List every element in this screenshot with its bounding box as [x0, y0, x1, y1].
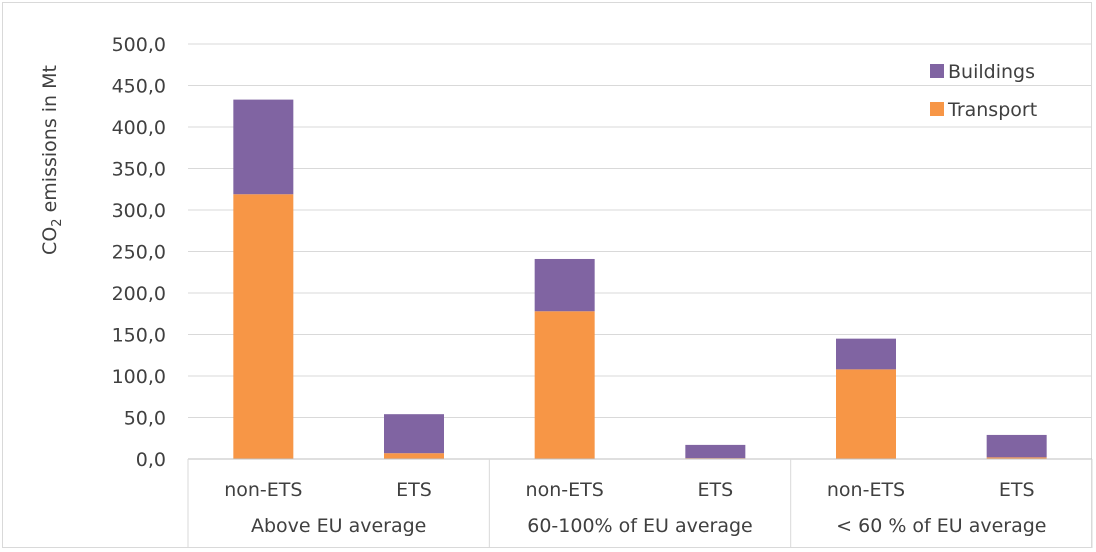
y-axis-label-main: CO	[39, 227, 61, 255]
gridlines	[188, 43, 1092, 418]
y-tick-label: 0,0	[136, 449, 166, 471]
bar-transport	[986, 457, 1047, 459]
y-tick-label: 500,0	[112, 34, 166, 56]
y-tick-label: 150,0	[112, 325, 166, 347]
bar-transport	[534, 311, 595, 459]
bar-buildings	[534, 258, 595, 312]
x-group-label: 60-100% of EU average	[527, 515, 752, 537]
axes	[187, 458, 1093, 548]
x-category-label: non-ETS	[827, 479, 905, 501]
bar-transport	[233, 194, 294, 460]
y-axis-label-subscript: 2	[50, 218, 65, 226]
y-tick-label: 200,0	[112, 283, 166, 305]
x-category-label: ETS	[999, 479, 1035, 501]
y-tick-label: 250,0	[112, 242, 166, 264]
x-group-label: Above EU average	[251, 515, 426, 537]
legend-label: Transport	[947, 99, 1037, 121]
legend-label: Buildings	[948, 61, 1035, 83]
y-tick-labels: 0,0 50,0 100,0 150,0 200,0 250,0 300,0 350,0 400…	[112, 34, 166, 471]
y-tick-label: 450,0	[112, 76, 166, 98]
legend-swatch	[930, 64, 944, 78]
bar-transport	[384, 453, 444, 459]
y-tick-label: 300,0	[112, 200, 166, 222]
x-group-label: < 60 % of EU average	[836, 515, 1046, 537]
bar-buildings	[384, 414, 444, 454]
x-tick-labels: non-ETS ETS non-ETS ETS non-ETS ETS Above EU a…	[224, 479, 1046, 537]
x-category-label: non-ETS	[224, 479, 302, 501]
y-tick-label: 100,0	[112, 366, 166, 388]
bar-buildings	[986, 434, 1047, 458]
bar-buildings	[685, 444, 746, 459]
x-category-label: ETS	[396, 479, 432, 501]
y-tick-label: 400,0	[112, 117, 166, 139]
x-category-label: non-ETS	[526, 479, 604, 501]
bar-transport	[836, 369, 896, 459]
x-category-label: ETS	[697, 479, 733, 501]
y-tick-label: 50,0	[124, 408, 166, 430]
y-axis-label: CO2 emissions in Mt	[39, 65, 65, 255]
y-axis-label-rest: emissions in Mt	[39, 65, 61, 218]
y-tick-label: 350,0	[112, 159, 166, 181]
legend: Buildings Transport	[930, 61, 1037, 121]
bars	[233, 99, 1047, 460]
bar-buildings	[233, 99, 294, 195]
legend-swatch	[930, 102, 944, 116]
bar-buildings	[836, 338, 896, 370]
